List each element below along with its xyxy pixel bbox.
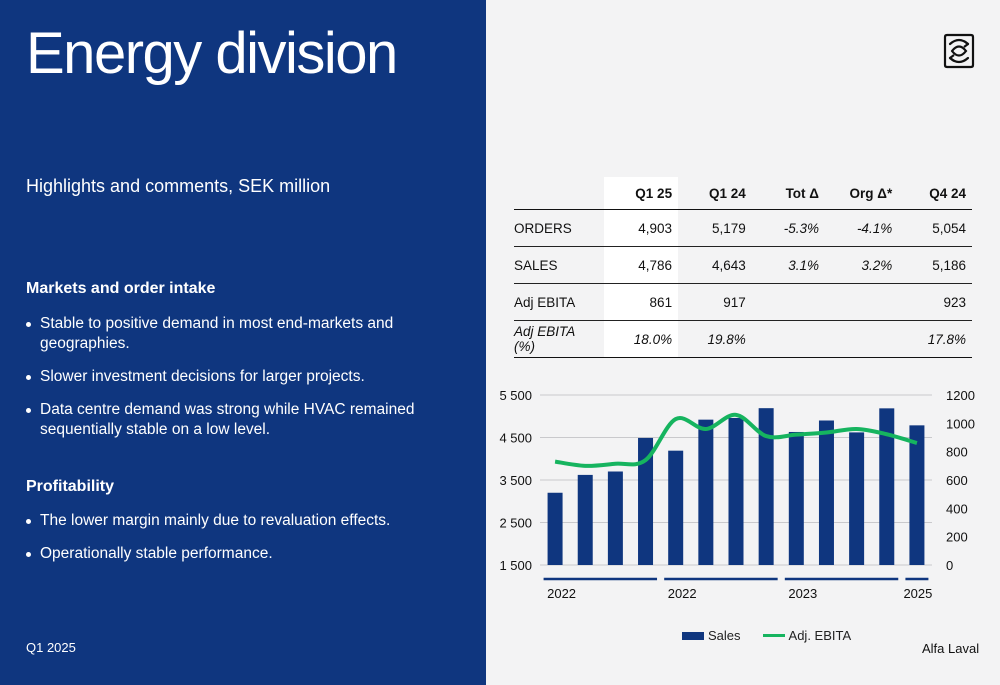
- sales-bar: [849, 432, 865, 565]
- table-cell: 19.8%: [678, 320, 752, 358]
- bullet-item: Slower investment decisions for larger p…: [26, 367, 456, 387]
- legend-swatch-line: [762, 634, 785, 637]
- legend-label-ebita: Adj. EBITA: [788, 628, 852, 643]
- table-cell: 3.1%: [751, 246, 826, 284]
- right-axis-tick-label: 400: [946, 501, 968, 516]
- left-panel: Energy division Highlights and comments,…: [0, 0, 486, 685]
- legend-item-sales: Sales: [682, 628, 741, 643]
- legend-item-ebita: Adj. EBITA: [762, 628, 852, 643]
- table-cell: -5.3%: [751, 209, 826, 247]
- table-row: ORDERS 4,903 5,179 -5.3% -4.1% 5,054: [514, 209, 972, 247]
- x-axis-year-label: 2022: [547, 586, 576, 601]
- legend-swatch-bar: [682, 631, 704, 640]
- right-axis-tick-label: 1200: [946, 388, 975, 403]
- table-cell: 4,903: [604, 209, 679, 247]
- left-axis-tick-label: 1 500: [499, 558, 532, 573]
- profitability-heading: Profitability: [26, 478, 115, 495]
- sales-bar: [728, 417, 744, 565]
- table-row: Adj EBITA 861 917 923: [514, 283, 972, 321]
- table-cell: [751, 320, 826, 358]
- sales-bar: [909, 425, 925, 565]
- row-label: ORDERS: [514, 209, 605, 247]
- table-cell: 4,643: [678, 246, 752, 284]
- header-cell: [514, 177, 605, 210]
- table-cell: [825, 283, 899, 321]
- markets-heading: Markets and order intake: [26, 280, 216, 297]
- ebita-line: [554, 412, 918, 468]
- table-cell: 917: [678, 283, 752, 321]
- sales-bar: [788, 431, 804, 565]
- sales-bar: [547, 492, 563, 565]
- table-cell: [825, 320, 899, 358]
- markets-bullet-list: Stable to positive demand in most end-ma…: [26, 314, 456, 453]
- table-row: SALES 4,786 4,643 3.1% 3.2% 5,186: [514, 246, 972, 284]
- x-axis-year-label: 2022: [668, 586, 697, 601]
- header-cell: Tot Δ: [751, 177, 826, 210]
- sales-ebita-chart: 5 500 4 500 3 500 2 500 1 500 1200 1000 800 600 4…: [499, 388, 975, 601]
- left-axis-tick-label: 3 500: [499, 473, 532, 488]
- chart-legend: Sales Adj. EBITA: [682, 628, 851, 643]
- table-cell: 861: [604, 283, 679, 321]
- right-axis-tick-label: 800: [946, 445, 968, 460]
- sales-bar: [638, 437, 654, 565]
- right-axis-tick-label: 1000: [946, 416, 975, 431]
- row-label: Adj EBITA (%): [514, 320, 605, 358]
- table-cell: 3.2%: [825, 246, 899, 284]
- table-cell: -4.1%: [825, 209, 899, 247]
- table-cell: 923: [898, 283, 972, 321]
- sales-bar: [758, 408, 774, 565]
- right-axis-tick-label: 600: [946, 473, 968, 488]
- right-axis-tick-label: 0: [946, 558, 953, 573]
- left-axis-tick-label: 4 500: [499, 431, 532, 446]
- bullet-item: Stable to positive demand in most end-ma…: [26, 314, 456, 354]
- company-name: Alfa Laval: [922, 641, 980, 656]
- sales-bar: [577, 474, 593, 565]
- table-cell: 17.8%: [898, 320, 972, 358]
- bullet-item: The lower margin mainly due to revaluati…: [26, 511, 456, 531]
- sales-bar: [879, 408, 895, 565]
- sales-bar: [698, 419, 714, 565]
- table-cell: 4,786: [604, 246, 679, 284]
- right-axis-tick-label: 200: [946, 530, 968, 545]
- right-panel: Q1 25 Q1 24 Tot Δ Org Δ* Q4 24 ORDERS 4,…: [486, 0, 1000, 685]
- table-cell: [751, 283, 826, 321]
- row-label: SALES: [514, 246, 605, 284]
- footer-period: Q1 2025: [26, 640, 76, 655]
- x-axis-year-label: 2025: [903, 586, 932, 601]
- page-title: Energy division: [26, 21, 398, 86]
- subtitle: Highlights and comments, SEK million: [26, 176, 331, 196]
- kpi-table: Q1 25 Q1 24 Tot Δ Org Δ* Q4 24 ORDERS 4,…: [514, 177, 972, 358]
- table-cell: 5,054: [898, 209, 972, 247]
- header-cell: Q4 24: [898, 177, 972, 210]
- legend-label-sales: Sales: [708, 628, 741, 643]
- table-cell: 18.0%: [604, 320, 679, 358]
- table-cell: 5,186: [898, 246, 972, 284]
- x-axis-year-label: 2023: [788, 586, 817, 601]
- bullet-item: Operationally stable performance.: [26, 544, 456, 564]
- header-cell: Q1 24: [678, 177, 752, 210]
- bullet-item: Data centre demand was strong while HVAC…: [26, 400, 456, 440]
- header-cell: Q1 25: [604, 177, 679, 210]
- table-row: Adj EBITA (%) 18.0% 19.8% 17.8%: [514, 320, 972, 358]
- table-header-row: Q1 25 Q1 24 Tot Δ Org Δ* Q4 24: [514, 177, 972, 210]
- left-axis-tick-label: 5 500: [499, 388, 532, 403]
- alfa-laval-logo-icon: [943, 33, 975, 69]
- table-cell: 5,179: [678, 209, 752, 247]
- header-cell: Org Δ*: [825, 177, 899, 210]
- profitability-bullet-list: The lower margin mainly due to revaluati…: [26, 511, 456, 577]
- left-axis-tick-label: 2 500: [499, 516, 532, 531]
- sales-bar: [818, 420, 834, 565]
- sales-bar: [607, 471, 623, 565]
- sales-bar: [668, 450, 684, 565]
- row-label: Adj EBITA: [514, 283, 605, 321]
